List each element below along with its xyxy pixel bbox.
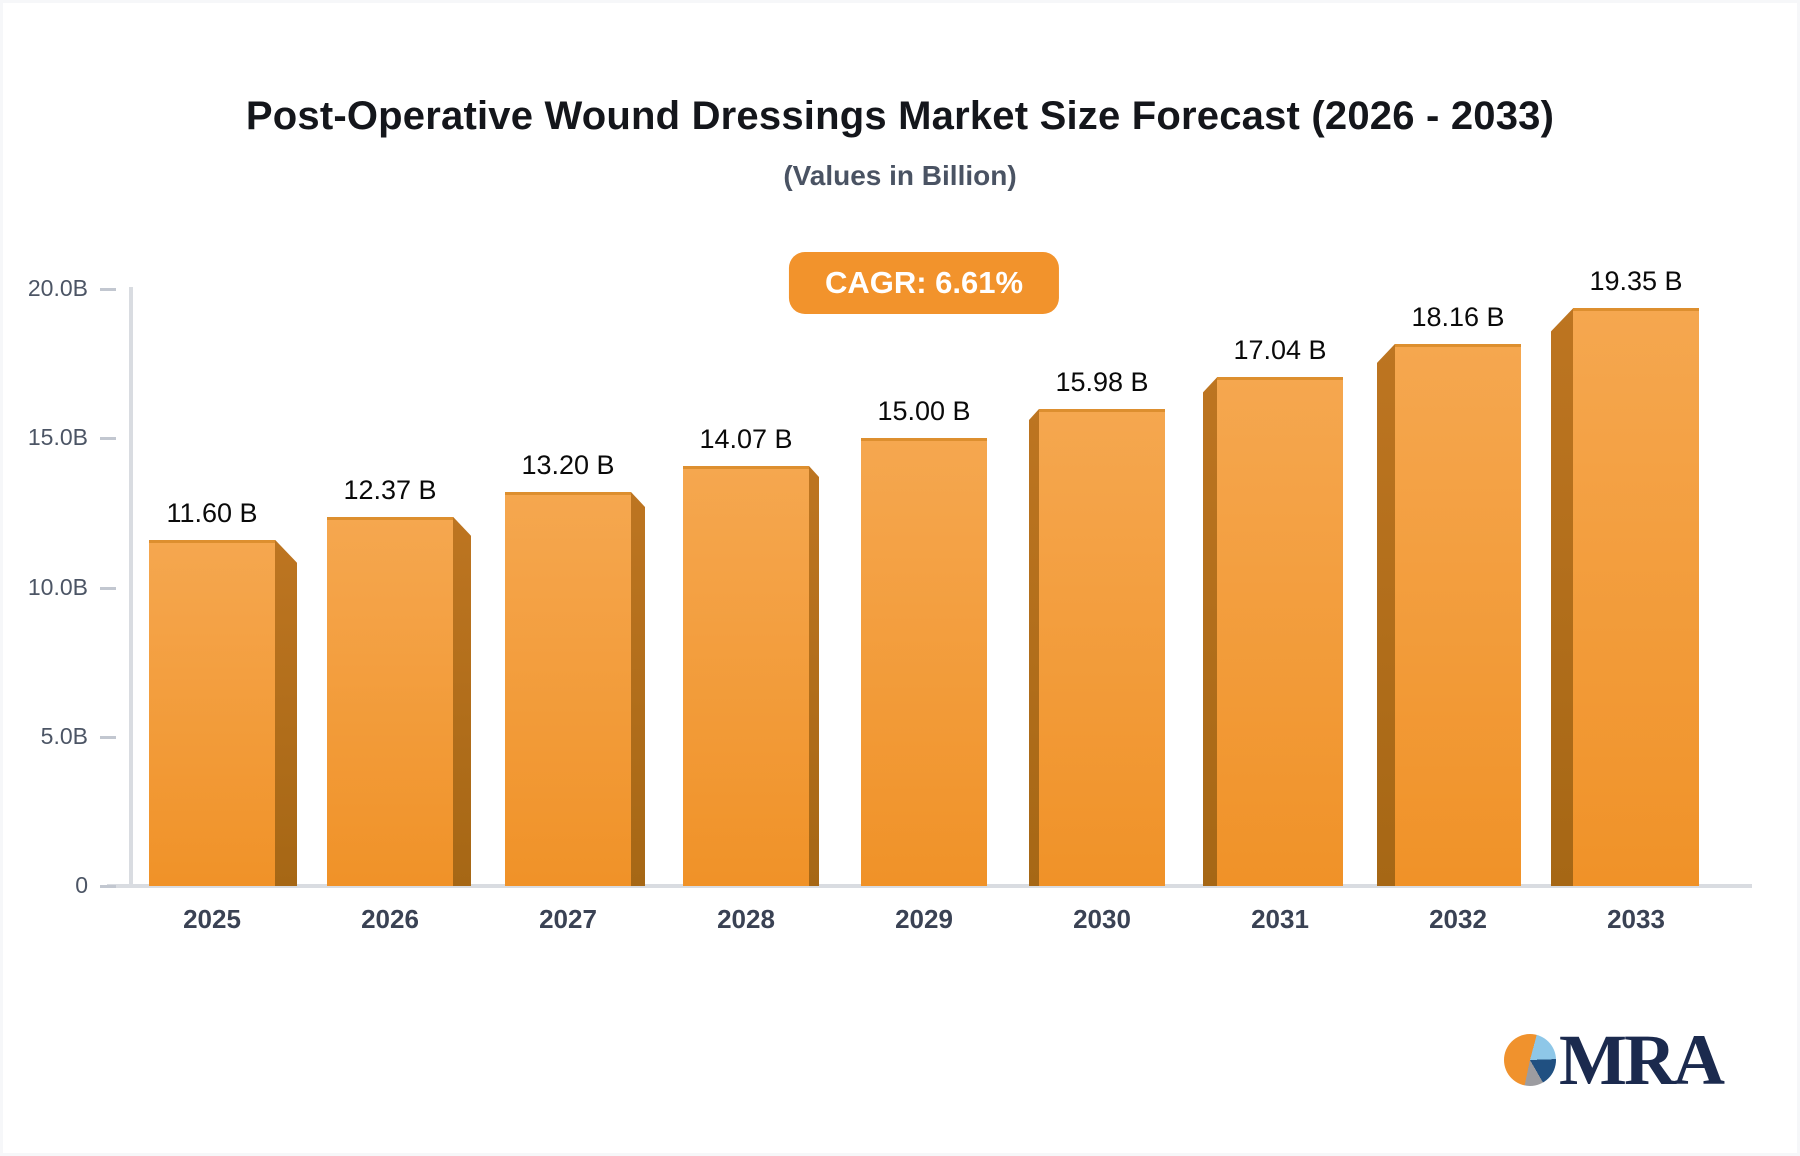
- chart-title: Post-Operative Wound Dressings Market Si…: [245, 94, 1555, 138]
- y-axis-tick-label: 20.0B: [27, 275, 88, 301]
- x-axis-line: [107, 884, 1752, 888]
- y-axis-tick: [100, 288, 116, 291]
- y-axis-tick: [100, 885, 116, 888]
- bar: [327, 516, 453, 886]
- x-axis-category-label: 2032: [1429, 904, 1487, 934]
- cagr-badge: CAGR: 6.61%: [788, 252, 1060, 314]
- x-axis-category-label: 2027: [539, 904, 597, 934]
- bar-value-label: 15.98 B: [1055, 366, 1149, 397]
- bar-value-label: 12.37 B: [343, 474, 437, 505]
- y-axis-tick: [100, 437, 116, 441]
- bar-side-face: [809, 466, 819, 886]
- bar-value-label: 19.35 B: [1589, 266, 1683, 297]
- bar-side-face: [275, 539, 297, 886]
- bar-side-face: [1029, 408, 1039, 886]
- bar-side-face: [1551, 308, 1573, 886]
- y-axis-line: [129, 287, 133, 886]
- chart-subtitle: (Values in Billion): [783, 160, 1017, 191]
- x-axis-category-label: 2029: [895, 904, 953, 934]
- x-axis-category-label: 2026: [361, 904, 419, 934]
- y-axis-tick: [100, 586, 116, 590]
- bar-value-label: 14.07 B: [699, 424, 793, 454]
- bar: [149, 539, 275, 886]
- bar: [861, 438, 987, 886]
- y-axis-tick: [100, 735, 116, 739]
- x-axis-category-label: 2025: [183, 904, 241, 934]
- y-axis-tick-label: 15.0B: [27, 424, 88, 451]
- bar: [1395, 343, 1521, 886]
- brand-logo-text: MRA: [1559, 1020, 1725, 1100]
- bar: [1573, 308, 1699, 886]
- y-axis-tick-label: 5.0B: [40, 722, 88, 749]
- bar-side-face: [1377, 343, 1395, 886]
- bar-side-face: [453, 516, 471, 886]
- bar-side-face: [1203, 377, 1217, 886]
- bar-value-label: 13.20 B: [521, 449, 615, 480]
- x-axis-category-label: 2033: [1607, 904, 1665, 934]
- bar-side-face: [631, 491, 645, 886]
- y-axis-tick-label: 10.0B: [27, 573, 88, 600]
- bar-value-label: 11.60 B: [166, 497, 258, 528]
- brand-logo: MRA: [1504, 1020, 1725, 1100]
- cagr-badge-label: CAGR: 6.61%: [824, 265, 1024, 300]
- pie-chart-logo-icon: [1504, 1034, 1556, 1086]
- bar: [1217, 377, 1343, 886]
- bar: [683, 466, 809, 886]
- x-axis-category-label: 2028: [717, 904, 775, 934]
- x-axis-category-label: 2030: [1073, 904, 1131, 934]
- bar-value-label: 15.00 B: [877, 396, 971, 427]
- y-axis-tick-label: 0: [75, 872, 88, 898]
- bar: [505, 491, 631, 886]
- bar-value-label: 17.04 B: [1233, 335, 1327, 366]
- bar-value-label: 18.16 B: [1411, 301, 1505, 332]
- x-axis-category-label: 2031: [1251, 904, 1309, 934]
- bar: [1039, 408, 1165, 886]
